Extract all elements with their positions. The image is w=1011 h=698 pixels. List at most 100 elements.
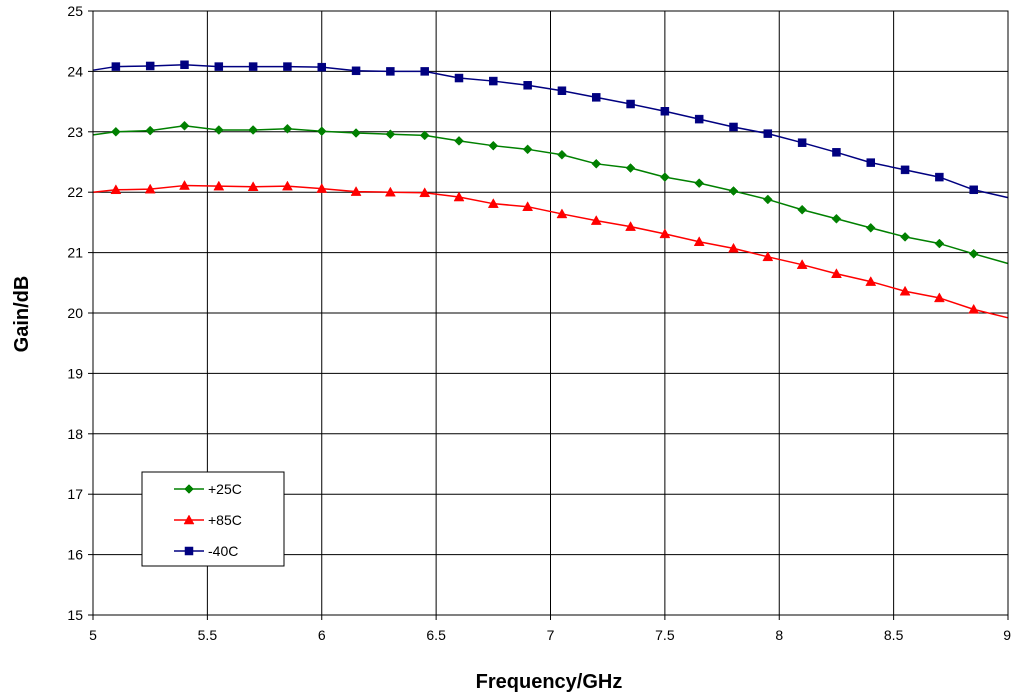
- legend: +25C +85C -40C: [141, 471, 285, 567]
- data-point-plus85c: [522, 201, 534, 211]
- x-tick-label: 8: [775, 627, 783, 643]
- data-point-plus25c: [385, 129, 396, 140]
- data-point-minus40c: [180, 60, 189, 70]
- data-point-minus40c: [969, 185, 978, 195]
- data-point-plus25c: [660, 172, 670, 182]
- data-point-plus25c: [762, 194, 773, 205]
- x-tick-label: 6.5: [426, 627, 446, 643]
- data-point-minus40c: [866, 158, 875, 167]
- data-point-minus40c: [214, 62, 224, 71]
- legend-box: [141, 471, 285, 567]
- y-tick-label: 19: [67, 365, 83, 381]
- data-point-plus25c: [522, 144, 533, 155]
- data-point-plus25c: [111, 126, 121, 137]
- data-point-plus25c: [900, 232, 910, 242]
- legend-label-plus85c: +85C: [208, 512, 242, 528]
- data-point-minus40c: [900, 165, 910, 175]
- data-point-minus40c: [454, 73, 464, 83]
- x-tick-label: 7.5: [655, 627, 675, 643]
- y-tick-label: 25: [67, 3, 83, 19]
- data-point-plus85c: [316, 183, 328, 193]
- data-point-minus40c: [557, 86, 567, 95]
- data-point-minus40c: [729, 122, 738, 132]
- x-tick-label: 7: [547, 627, 555, 643]
- series-line-plus85c: [92, 184, 1009, 319]
- data-point-plus25c: [968, 248, 979, 259]
- data-point-plus85c: [728, 242, 739, 253]
- data-point-minus40c: [351, 66, 361, 76]
- series-layer: [92, 64, 1009, 319]
- legend-marker-plus85c: [183, 514, 195, 525]
- data-point-minus40c: [935, 172, 944, 182]
- data-point-plus85c: [110, 184, 122, 195]
- data-point-plus25c: [797, 204, 807, 215]
- axes: 15 16 17 18 19 20 21 22 23 24 25 5 5.5 6 6.5 7 7.5 8 8.5 9: [67, 3, 1011, 643]
- marker-layer: [110, 60, 980, 314]
- data-point-plus25c: [694, 178, 705, 188]
- x-tick-label: 5: [89, 627, 97, 643]
- data-point-minus40c: [489, 76, 498, 86]
- data-point-plus25c: [351, 128, 361, 138]
- legend-label-plus25c: +25C: [208, 481, 242, 497]
- data-point-plus25c: [213, 125, 224, 135]
- data-point-plus25c: [831, 213, 842, 224]
- data-point-plus85c: [247, 181, 259, 192]
- data-point-plus25c: [488, 140, 499, 151]
- legend-label-minus40c: -40C: [208, 543, 238, 559]
- data-point-plus85c: [590, 215, 602, 225]
- data-point-minus40c: [248, 62, 258, 71]
- series-line-minus40c: [92, 64, 1009, 199]
- data-point-plus85c: [419, 187, 431, 198]
- data-point-plus85c: [213, 180, 225, 191]
- data-point-plus85c: [865, 276, 877, 286]
- y-tick-label: 21: [67, 245, 83, 261]
- data-point-plus85c: [899, 285, 911, 296]
- data-point-plus85c: [384, 186, 396, 197]
- series-line-plus25c: [92, 125, 1009, 265]
- data-point-plus85c: [659, 228, 671, 239]
- data-point-minus40c: [283, 62, 292, 71]
- y-tick-label: 18: [67, 426, 83, 442]
- data-point-minus40c: [832, 148, 841, 157]
- x-axis-title: Frequency/GHz: [476, 671, 623, 693]
- y-tick-label: 22: [67, 184, 83, 200]
- y-tick-label: 16: [67, 547, 83, 563]
- data-point-minus40c: [592, 93, 601, 102]
- data-point-minus40c: [797, 138, 807, 147]
- data-point-plus85c: [144, 183, 156, 194]
- data-point-plus25c: [248, 125, 258, 135]
- data-point-plus25c: [454, 136, 464, 146]
- data-point-minus40c: [523, 81, 532, 90]
- data-point-plus25c: [557, 149, 567, 160]
- y-tick-label: 24: [67, 63, 83, 79]
- data-point-minus40c: [111, 62, 121, 71]
- x-tick-label: 9: [1003, 627, 1011, 643]
- data-point-plus25c: [934, 238, 945, 249]
- data-point-minus40c: [660, 107, 670, 116]
- data-point-plus85c: [556, 208, 568, 219]
- x-tick-label: 5.5: [198, 627, 218, 643]
- data-point-minus40c: [317, 62, 326, 72]
- data-point-plus25c: [145, 125, 156, 136]
- y-tick-label: 15: [67, 607, 83, 623]
- data-point-plus85c: [796, 259, 808, 269]
- data-point-plus25c: [728, 186, 739, 196]
- data-point-plus25c: [419, 130, 430, 141]
- data-point-plus85c: [350, 186, 362, 196]
- plot-frame: [92, 10, 1009, 616]
- x-tick-label: 8.5: [884, 627, 904, 643]
- legend-marker-minus40c: [184, 546, 194, 556]
- data-point-plus85c: [179, 180, 190, 190]
- data-point-plus85c: [933, 292, 945, 303]
- data-point-plus85c: [282, 180, 293, 191]
- data-point-plus25c: [865, 222, 876, 233]
- data-point-minus40c: [694, 114, 704, 124]
- data-point-minus40c: [145, 61, 155, 71]
- legend-marker-plus25c: [184, 484, 194, 494]
- data-point-plus85c: [968, 303, 980, 314]
- data-point-plus25c: [282, 123, 293, 134]
- x-tick-label: 6: [318, 627, 326, 643]
- data-point-plus85c: [693, 236, 705, 246]
